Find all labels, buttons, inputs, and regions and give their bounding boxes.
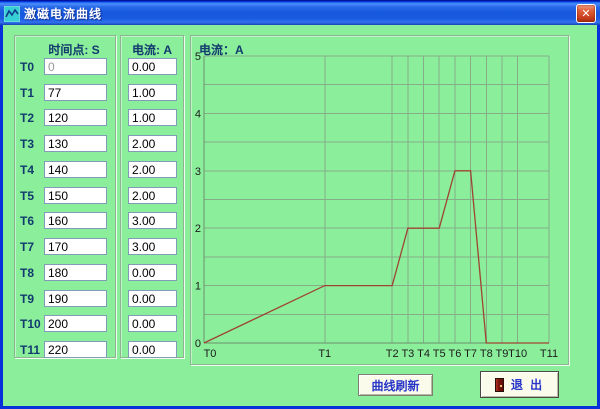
- exit-button[interactable]: 退 出: [480, 371, 559, 398]
- door-icon: [494, 377, 504, 392]
- curve-wave-icon: [4, 5, 20, 22]
- svg-text:T6: T6: [448, 348, 461, 360]
- svg-text:T7: T7: [464, 348, 477, 360]
- svg-text:T3: T3: [401, 348, 414, 360]
- current-values-panel: 电流: A: [120, 35, 184, 358]
- current-input[interactable]: [128, 315, 177, 332]
- time-input[interactable]: [44, 109, 107, 126]
- current-input[interactable]: [128, 341, 177, 358]
- time-point-label: T5: [20, 189, 35, 203]
- curve-refresh-button[interactable]: 曲线刷新: [358, 374, 433, 396]
- time-point-label: T0: [20, 60, 35, 74]
- time-input[interactable]: [44, 161, 107, 178]
- svg-text:2: 2: [195, 223, 201, 235]
- current-curve-chart: 0 1 2 3 4 5 T0 T1 T2 T3 T4 T5 T6 T7 T8 T9 T10 T11: [195, 51, 558, 360]
- time-point-label: T2: [20, 111, 35, 125]
- time-point-label: T1: [20, 86, 35, 100]
- current-input[interactable]: [128, 238, 177, 255]
- current-input[interactable]: [128, 212, 177, 229]
- svg-text:5: 5: [195, 51, 201, 63]
- current-column-header: 电流: A: [132, 43, 172, 57]
- close-icon[interactable]: ✕: [576, 4, 596, 23]
- titlebar: 激磁电流曲线 ✕: [0, 2, 600, 25]
- current-input[interactable]: [128, 187, 177, 204]
- time-point-label: T7: [20, 240, 35, 254]
- current-input[interactable]: [128, 161, 177, 178]
- time-column-header: 时间点: S: [48, 43, 100, 57]
- time-input[interactable]: [44, 187, 107, 204]
- svg-text:T4: T4: [417, 348, 430, 360]
- svg-text:3: 3: [195, 166, 201, 178]
- current-input[interactable]: [128, 109, 177, 126]
- exit-label: 退 出: [510, 378, 545, 392]
- svg-text:T2: T2: [386, 348, 399, 360]
- svg-text:T11: T11: [540, 348, 558, 360]
- time-input[interactable]: [44, 84, 107, 101]
- time-input[interactable]: [44, 341, 107, 358]
- time-point-label: T3: [20, 137, 35, 151]
- time-point-label: T6: [20, 214, 35, 228]
- time-input[interactable]: [44, 290, 107, 307]
- svg-text:T1: T1: [318, 348, 331, 360]
- current-input[interactable]: [128, 264, 177, 281]
- time-input[interactable]: [44, 238, 107, 255]
- time-input[interactable]: [44, 264, 107, 281]
- current-input[interactable]: [128, 58, 177, 75]
- svg-text:T9: T9: [496, 348, 509, 360]
- svg-text:0: 0: [195, 338, 201, 350]
- time-points-panel: 时间点: S T0 T1 T2 T3 T4 T5 T6 T7 T8 T9 T10 T11: [14, 35, 116, 358]
- svg-text:T8: T8: [480, 348, 493, 360]
- time-point-label: T9: [20, 292, 35, 306]
- time-input[interactable]: [44, 58, 107, 75]
- svg-text:T10: T10: [508, 348, 527, 360]
- current-curve-chart-panel: 电流：A 0 1 2 3 4 5 T0 T1 T2 T3 T4 T5 T6 T7 T8 T9 T10 T11: [190, 35, 569, 365]
- time-point-label: T4: [20, 163, 35, 177]
- time-point-label: T11: [20, 343, 41, 357]
- current-input[interactable]: [128, 135, 177, 152]
- svg-text:4: 4: [195, 108, 201, 120]
- curve-refresh-label: 曲线刷新: [371, 378, 420, 393]
- time-input[interactable]: [44, 315, 107, 332]
- time-input[interactable]: [44, 212, 107, 229]
- window-title: 激磁电流曲线: [24, 7, 103, 21]
- time-input[interactable]: [44, 135, 107, 152]
- current-input[interactable]: [128, 84, 177, 101]
- chart-y-axis-title: 电流：A: [199, 43, 244, 57]
- time-point-label: T10: [20, 317, 41, 331]
- svg-text:T5: T5: [433, 348, 446, 360]
- time-point-label: T8: [20, 266, 35, 280]
- svg-text:1: 1: [195, 281, 201, 293]
- current-input[interactable]: [128, 290, 177, 307]
- svg-text:T0: T0: [204, 348, 217, 360]
